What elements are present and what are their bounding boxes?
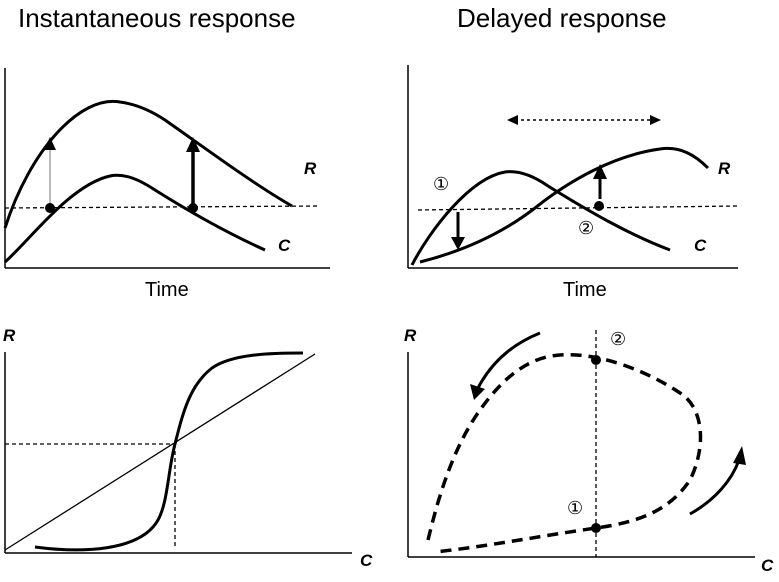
- x-axis-label-c: C: [761, 556, 774, 575]
- x-axis-label-time: Time: [145, 279, 189, 301]
- panel-title-delayed: Delayed response: [457, 3, 667, 33]
- marker-1: ①: [567, 498, 583, 519]
- panel-delayed-time: Delayed response ① ② R C Time: [407, 3, 739, 301]
- arrow-left-icon: [507, 115, 518, 125]
- x-axis-label-time: Time: [563, 279, 607, 301]
- panel-instantaneous-time: Instantaneous response R C Time: [3, 3, 330, 301]
- arrow-head-icon: [451, 237, 465, 250]
- identity-line: [4, 353, 316, 551]
- point-2: [591, 355, 601, 365]
- arrow-right-icon: [650, 115, 661, 125]
- point-1: [591, 523, 601, 533]
- point-2: [594, 201, 604, 211]
- arrow-head-icon: [186, 137, 200, 152]
- intersection-point: [188, 203, 198, 213]
- marker-2: ②: [578, 218, 594, 239]
- response-curve-r: [3, 99, 293, 229]
- arrow-head-icon: [470, 384, 485, 400]
- panel-delayed-phase: R ② ① C: [404, 326, 774, 575]
- threshold-line: [417, 205, 739, 211]
- label-c: C: [278, 236, 291, 255]
- y-axis-label-r: R: [3, 326, 16, 345]
- label-r: R: [304, 159, 317, 178]
- intersection-point: [45, 203, 55, 213]
- arrow-head-icon: [733, 446, 746, 465]
- marker-1: ①: [433, 174, 449, 195]
- y-axis-label-r: R: [404, 326, 417, 345]
- response-curve-r: [419, 146, 710, 264]
- concentration-curve-c: [410, 170, 671, 266]
- arrow-head-icon: [44, 137, 56, 150]
- x-axis-label-c: C: [360, 551, 373, 570]
- label-c: C: [694, 236, 707, 255]
- panel-title-instantaneous: Instantaneous response: [18, 3, 296, 33]
- label-r: R: [718, 159, 731, 178]
- arrow-head-icon: [593, 164, 607, 179]
- hysteresis-loop: [426, 352, 703, 554]
- direction-arrow-lower: [689, 459, 741, 516]
- direction-arrow-upper: [476, 331, 541, 389]
- concentration-curve-c: [4, 173, 266, 264]
- marker-2: ②: [610, 329, 626, 350]
- response-curve-sigmoid: [34, 351, 304, 552]
- panel-instantaneous-phase: R C: [3, 326, 373, 570]
